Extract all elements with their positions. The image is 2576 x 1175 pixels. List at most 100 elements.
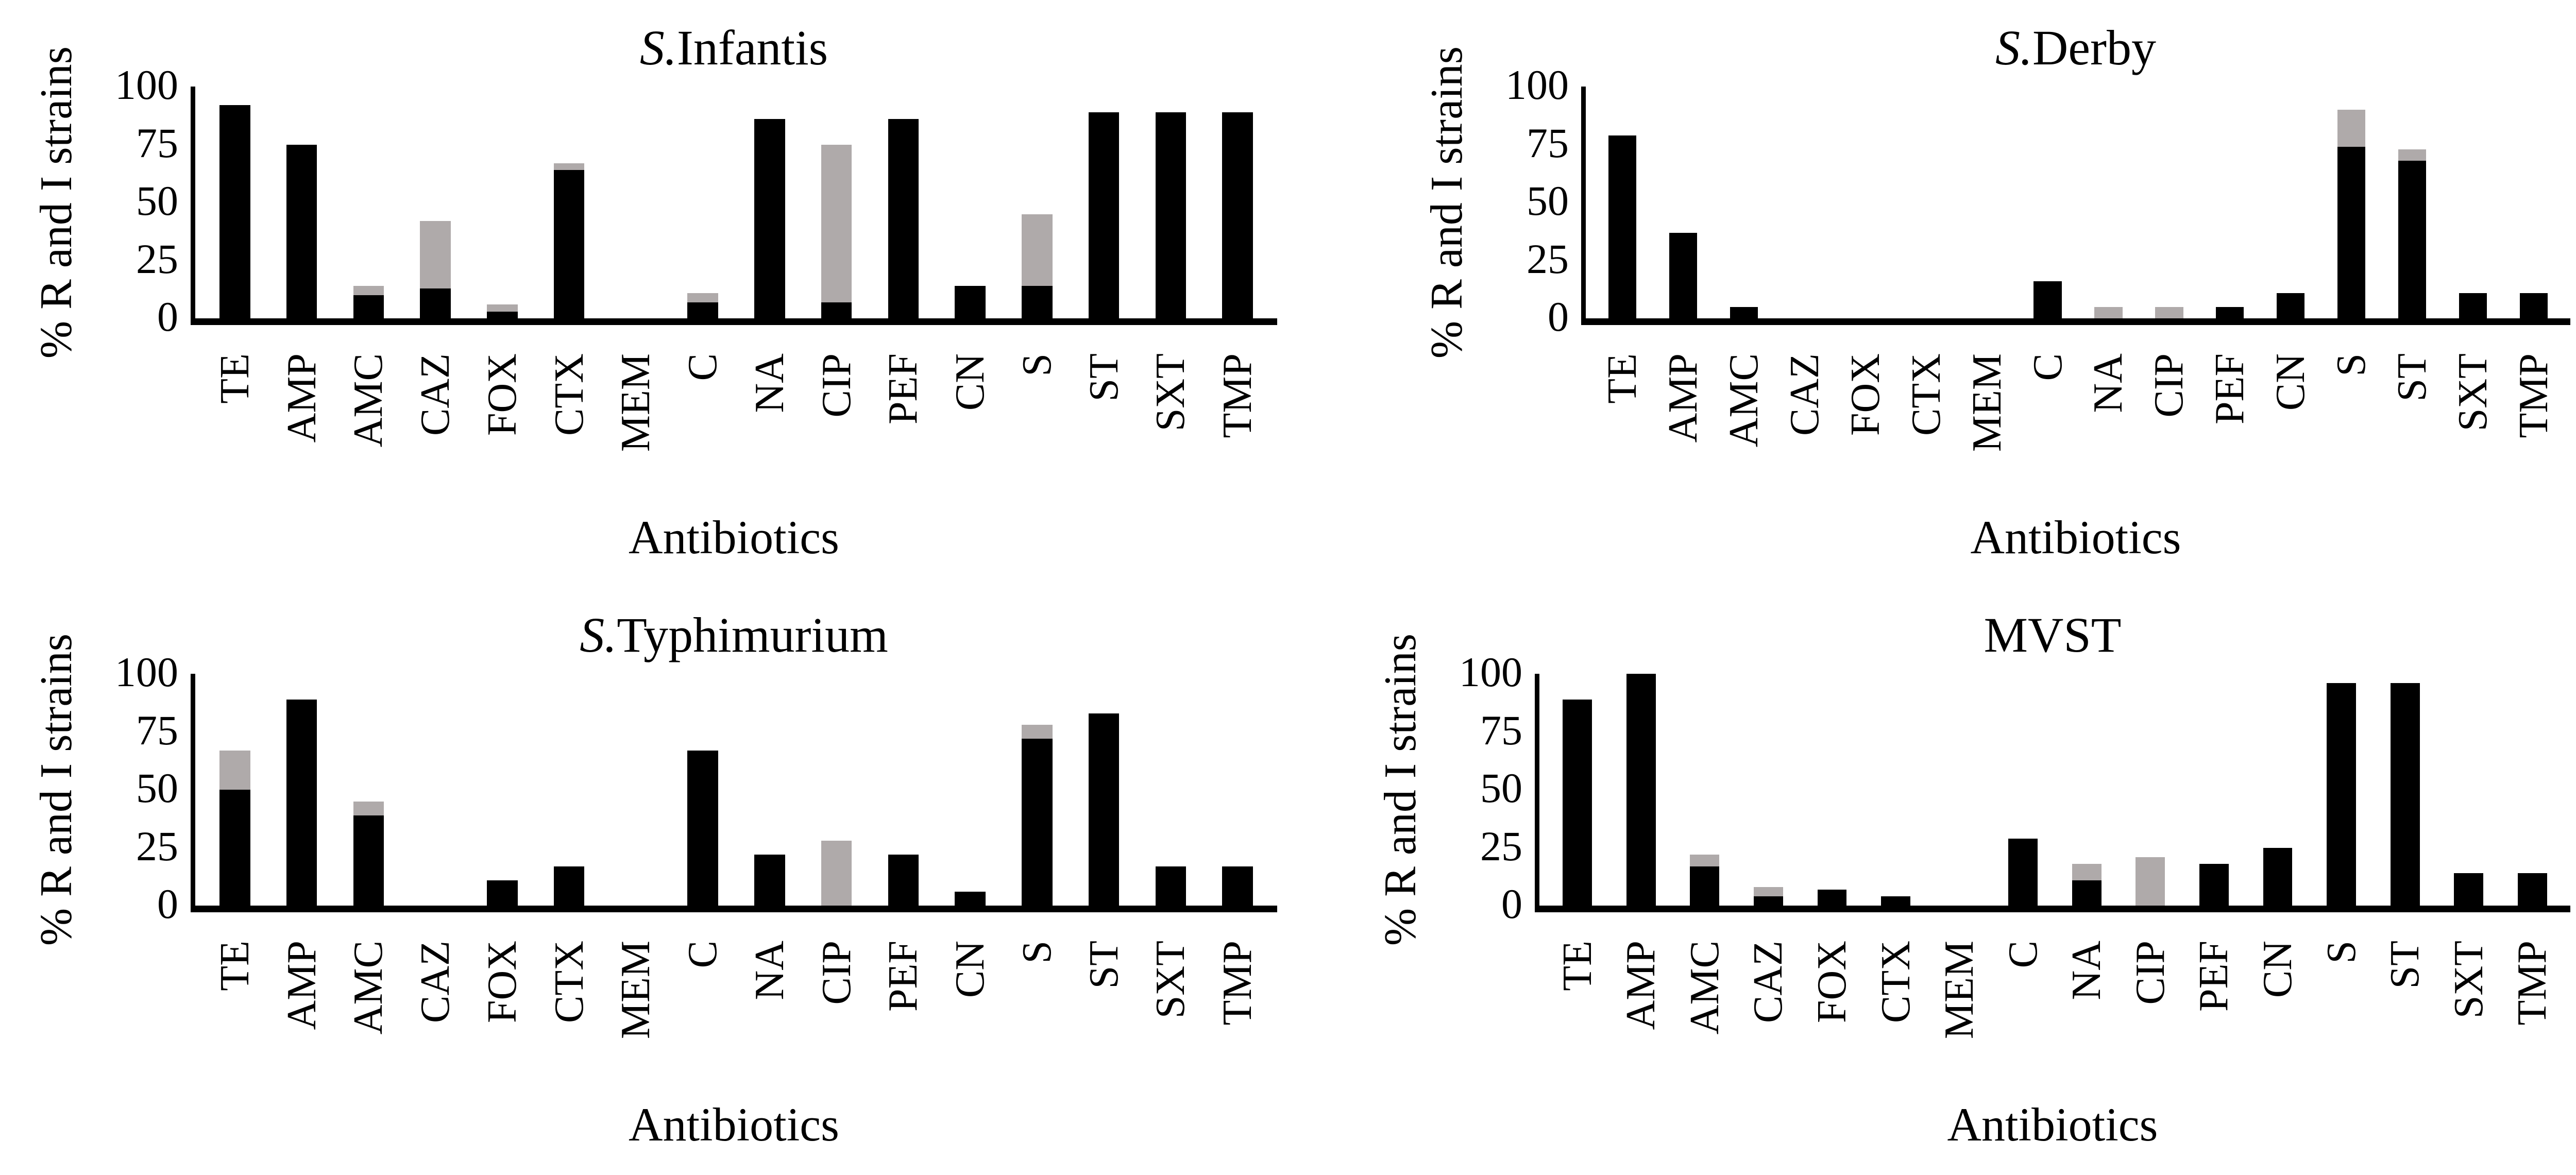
bar-AMC: [1690, 855, 1720, 906]
x-label-C: C: [2025, 353, 2071, 381]
x-label-slot-CAZ: CAZ: [402, 941, 469, 1095]
x-label-C: C: [2000, 941, 2046, 968]
x-label-slot-SXT: SXT: [2437, 941, 2501, 1095]
y-axis-ticks: 100 75 50 25 0: [93, 651, 191, 925]
chart-mvst: MVST % R and I strains 100 75 50 25 0 TE AMP A…: [1293, 587, 2576, 1175]
bar-CTX: [1881, 896, 1910, 906]
x-label-CN: CN: [2268, 353, 2314, 411]
bar-PEF-resistant-segment: [2216, 306, 2244, 318]
bar-TMP: [2517, 873, 2547, 906]
bar-TMP-resistant-segment: [1222, 866, 1253, 906]
x-label-AMC: AMC: [346, 941, 392, 1035]
x-label-CTX: CTX: [546, 353, 592, 436]
bar-CTX-resistant-segment: [553, 866, 585, 906]
x-label-TMP: TMP: [1215, 941, 1261, 1026]
x-label-slot-CAZ: CAZ: [1774, 353, 1835, 508]
bar-AMC-resistant-segment: [353, 295, 384, 318]
bar-ST-resistant-segment: [2398, 161, 2427, 318]
x-label-CIP: CIP: [814, 941, 859, 1005]
bar-ST-resistant-segment: [2390, 683, 2420, 906]
bar-slot-MEM: [1927, 674, 1991, 906]
bar-ST-resistant-segment: [1088, 112, 1120, 318]
x-label-slot-CTX: CTX: [536, 353, 603, 508]
bar-CN-resistant-segment: [2263, 847, 2293, 906]
x-label-S: S: [1014, 941, 1060, 964]
x-label-CAZ: CAZ: [413, 353, 459, 436]
x-label-slot-AMC: AMC: [335, 353, 402, 508]
x-label-AMP: AMP: [279, 353, 325, 443]
bar-S: [2327, 683, 2356, 906]
chart-title-rest: Derby: [2032, 20, 2156, 75]
bar-TE: [1563, 699, 1592, 906]
bar-NA: [754, 119, 785, 318]
x-axis-category-labels: TE AMP AMC CAZ FOX CTX MEM C NA CIP PEF CN S ST SXT TMP: [1586, 353, 2570, 508]
bar-slot-SXT: [1138, 87, 1205, 318]
chart-title: S. Typhimurium: [191, 597, 1277, 674]
x-label-CTX: CTX: [546, 941, 592, 1023]
bar-TE: [219, 750, 250, 906]
bar-slot-TE: [1546, 674, 1609, 906]
y-tick-100: 100: [115, 649, 178, 695]
bar-slot-FOX: [1800, 674, 1864, 906]
bar-NA: [754, 855, 785, 906]
y-tick-100: 100: [1505, 61, 1569, 108]
x-label-slot-TMP: TMP: [2500, 941, 2564, 1095]
bar-AMC-intermediate-segment: [353, 286, 384, 295]
bar-NA: [2094, 306, 2123, 318]
x-label-SXT: SXT: [1148, 353, 1194, 432]
bar-NA: [2072, 864, 2102, 906]
bar-slot-C: [669, 87, 736, 318]
y-tick-0: 0: [1501, 880, 1522, 927]
bar-slot-S: [2321, 87, 2382, 318]
x-label-NA: NA: [2064, 941, 2110, 1000]
bar-CN: [955, 286, 986, 318]
bar-slot-CAZ: [1774, 87, 1835, 318]
bar-TE-resistant-segment: [1608, 135, 1637, 318]
bar-PEF: [888, 119, 919, 318]
bar-slot-TE: [1592, 87, 1653, 318]
x-label-slot-CTX: CTX: [1864, 941, 1928, 1095]
x-label-TE: TE: [1554, 941, 1600, 991]
bar-SXT-resistant-segment: [2454, 873, 2484, 906]
plot-area-wrap: TE AMP AMC CAZ FOX CTX MEM C NA CIP PEF CN S ST SXT TMP: [191, 674, 1277, 1095]
bar-SXT-resistant-segment: [1155, 112, 1187, 318]
x-label-slot-TE: TE: [1546, 941, 1609, 1095]
chart-title-rest: Typhimurium: [617, 607, 888, 662]
bar-CTX: [553, 163, 585, 318]
bar-ST: [1088, 713, 1120, 906]
chart-s-typhimurium: S. Typhimurium % R and I strains 100 75 50…: [0, 587, 1293, 1175]
bar-S-resistant-segment: [2327, 683, 2356, 906]
x-label-AMP: AMP: [1618, 941, 1664, 1030]
bar-slot-AMC: [1714, 87, 1774, 318]
x-label-S: S: [1014, 353, 1060, 377]
x-label-slot-SXT: SXT: [1138, 941, 1205, 1095]
bar-slot-AMP: [1609, 674, 1673, 906]
x-label-slot-C: C: [1991, 941, 2055, 1095]
bar-slot-AMC: [335, 87, 402, 318]
bar-S-intermediate-segment: [1022, 214, 1053, 286]
bar-S-resistant-segment: [2337, 147, 2366, 318]
bar-CN: [2277, 293, 2305, 318]
x-label-MEM: MEM: [1964, 353, 2010, 452]
x-axis-category-labels: TE AMP AMC CAZ FOX CTX MEM C NA CIP PEF CN S ST SXT TMP: [195, 941, 1277, 1095]
x-label-slot-CIP: CIP: [803, 941, 870, 1095]
bar-AMP: [286, 699, 317, 906]
bar-slot-CN: [937, 674, 1004, 906]
x-label-MEM: MEM: [613, 353, 659, 452]
x-label-TE: TE: [212, 941, 258, 991]
y-tick-50: 50: [1480, 764, 1522, 811]
bar-ST-intermediate-segment: [2398, 149, 2427, 161]
x-label-CIP: CIP: [2127, 941, 2173, 1005]
bar-C-resistant-segment: [2033, 281, 2062, 318]
bar-SXT: [1155, 866, 1187, 906]
plot-area-wrap: TE AMP AMC CAZ FOX CTX MEM C NA CIP PEF CN S ST SXT TMP: [1581, 87, 2570, 508]
bar-TMP-resistant-segment: [1222, 112, 1253, 318]
x-label-slot-PEF: PEF: [2182, 941, 2246, 1095]
bar-CTX: [553, 866, 585, 906]
bar-slot-CIP: [2119, 674, 2182, 906]
plot-area: [1535, 674, 2570, 912]
x-label-slot-MEM: MEM: [1927, 941, 1991, 1095]
plot-area: [1581, 87, 2570, 325]
x-label-slot-FOX: FOX: [1835, 353, 1896, 508]
x-label-AMC: AMC: [1682, 941, 1727, 1035]
